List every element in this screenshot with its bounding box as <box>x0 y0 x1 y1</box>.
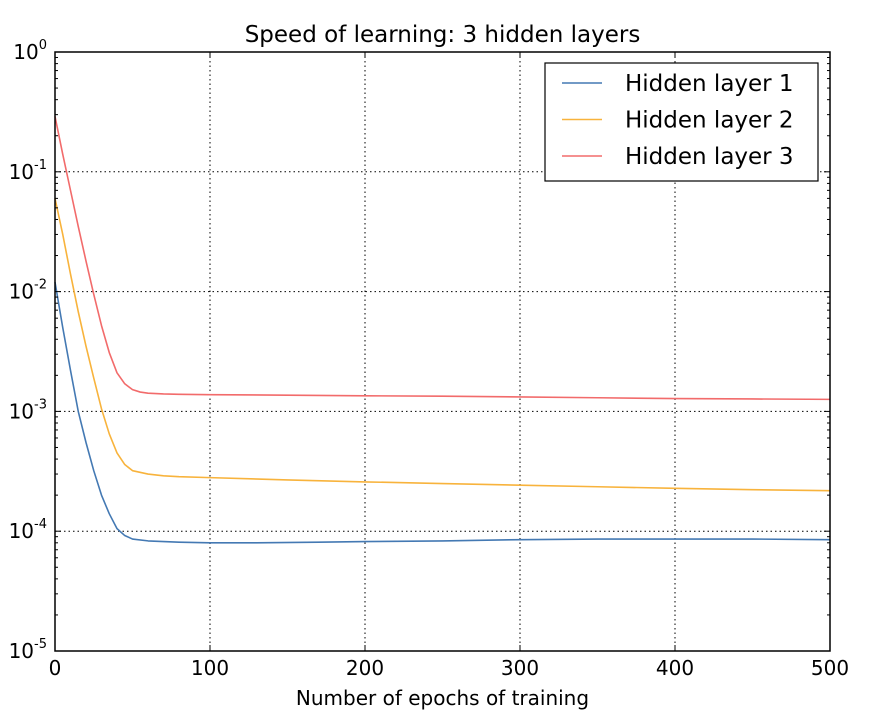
legend-label: Hidden layer 1 <box>625 71 794 97</box>
y-tick-label: 10-5 <box>9 637 47 663</box>
y-tick-label: 10-4 <box>9 517 47 543</box>
series-lines <box>54 116 831 544</box>
series-line-hidden-layer-2 <box>54 198 831 492</box>
x-tick-label: 100 <box>191 656 229 680</box>
plot-frame <box>54 51 831 652</box>
y-tick-label: 100 <box>13 38 47 64</box>
legend-label: Hidden layer 2 <box>625 108 794 134</box>
x-tick-label: 400 <box>656 656 694 680</box>
y-tick-label: 10-2 <box>9 278 47 304</box>
axis-ticks: 0 100 200 300 400 500 100 10-1 10-2 10-3 10-4 10-5 <box>9 38 850 680</box>
x-tick-label: 200 <box>346 656 384 680</box>
x-axis-label: Number of epochs of training <box>296 686 589 710</box>
series-line-hidden-layer-3 <box>54 116 831 401</box>
legend-label: Hidden layer 3 <box>625 144 794 170</box>
x-tick-label: 500 <box>811 656 849 680</box>
legend: Hidden layer 1 Hidden layer 2 Hidden layer… <box>544 62 819 182</box>
y-tick-label: 10-3 <box>9 397 47 423</box>
x-tick-label: 0 <box>49 656 62 680</box>
chart-title: Speed of learning: 3 hidden layers <box>245 22 641 48</box>
series-line-hidden-layer-1 <box>54 281 831 544</box>
y-tick-label: 10-1 <box>9 158 47 184</box>
x-tick-label: 300 <box>501 656 539 680</box>
